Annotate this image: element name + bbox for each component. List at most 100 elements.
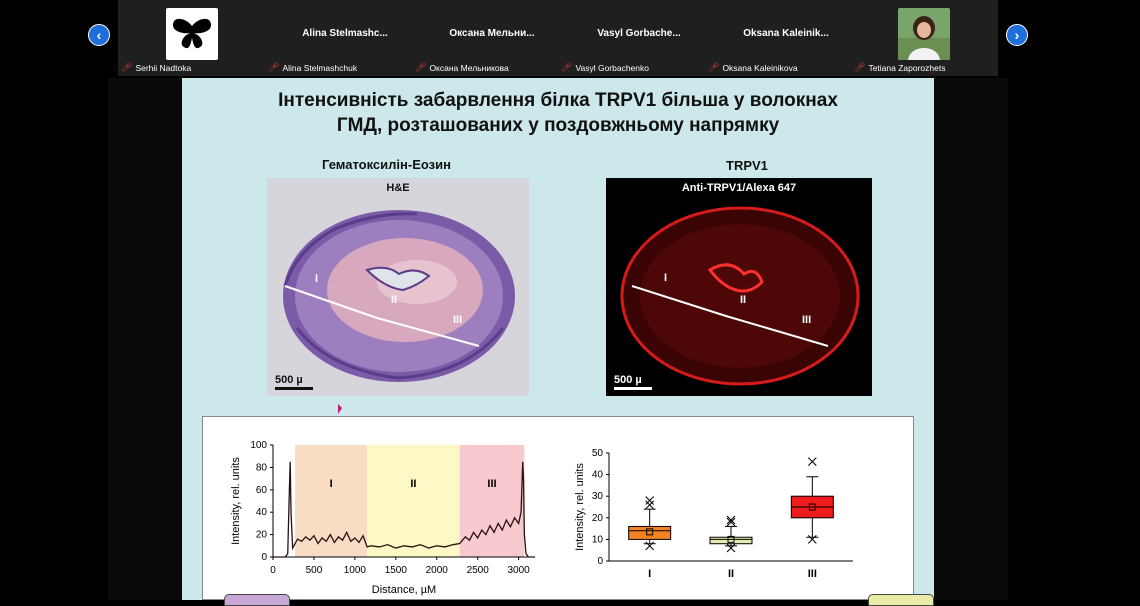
outlier-marker — [645, 500, 655, 510]
y-axis-label: Intensity, rel. units — [230, 457, 242, 545]
trpv1-image-label: Anti-TRPV1/Alexa 647 — [681, 182, 797, 194]
participant-caption: 🎤︎ Alina Stelmashchuk — [268, 62, 357, 73]
butterfly-icon — [172, 18, 212, 49]
mic-muted-icon: 🎤︎ — [268, 62, 280, 72]
mouse-cursor — [338, 404, 342, 414]
trpv1-stain-image: Anti-TRPV1/Alexa 647 I II III 500 µ — [606, 178, 872, 396]
intensity-line — [273, 461, 535, 558]
prev-page-button[interactable]: ‹ — [88, 24, 110, 46]
region-label: I — [315, 273, 319, 285]
person-photo-icon — [898, 8, 950, 60]
outlier-marker — [726, 543, 736, 553]
caption-text: Оксана Мельникова — [429, 62, 509, 73]
outlier-marker — [645, 496, 655, 505]
scale-bar: 500 µ — [275, 374, 313, 390]
scale-line — [614, 387, 652, 390]
region-label: III — [487, 478, 496, 490]
region-label: I — [664, 272, 668, 284]
region-label: III — [802, 314, 812, 326]
participant-name: Alina Stelmashc... — [302, 28, 388, 39]
chevron-right-icon: › — [1014, 27, 1020, 43]
caption-text: Tetiana Zaporozhets — [868, 62, 946, 73]
x-tick-label: 500 — [306, 565, 323, 576]
y-tick-label: 80 — [256, 462, 268, 473]
slide-title-line: Інтенсивність забарвлення білка TRPV1 бі… — [278, 90, 838, 111]
slide-title: Інтенсивність забарвлення білка TRPV1 бі… — [182, 88, 934, 138]
slide-nav-button-right[interactable] — [868, 594, 934, 606]
scale-label: 500 µ — [614, 374, 642, 386]
butterfly-logo[interactable] — [166, 8, 218, 60]
participant-caption: 🎤︎ Vasyl Gorbachenko — [561, 62, 649, 73]
mic-muted-icon: 🎤︎ — [415, 62, 427, 72]
chart-panel: I II III 0 20 40 60 80 100 0 500 1000 1500 2000 2500 30… — [202, 416, 914, 600]
y-tick-label: 50 — [592, 448, 604, 459]
caption-text: Vasyl Gorbachenko — [575, 62, 649, 73]
mic-muted-icon: 🎤︎ — [854, 62, 866, 72]
y-tick-label: 100 — [250, 440, 267, 451]
participant-caption: 🎤︎ Оксана Мельникова — [415, 62, 509, 73]
participant-tile[interactable]: Alina Stelmashc... — [272, 0, 418, 76]
participant-photo[interactable] — [898, 8, 950, 60]
region-label: III — [453, 314, 463, 326]
outlier-marker — [726, 517, 736, 527]
participant-tile[interactable]: Vasyl Gorbache... — [566, 0, 712, 76]
participant-tile[interactable]: Oksana Kaleinik... — [713, 0, 859, 76]
he-heading: Гематоксилін-Еозин — [322, 157, 451, 172]
x-tick-label: 0 — [270, 565, 276, 576]
category-label: III — [808, 568, 817, 580]
caption-text: Serhii Nadtoka — [135, 62, 192, 73]
slide-title-line: ГМД, розташованих у поздовжньому напрямк… — [336, 115, 780, 136]
y-tick-label: 20 — [256, 530, 268, 541]
x-tick-label: 2500 — [467, 565, 490, 576]
caption-text: Oksana Kaleinikova — [722, 62, 798, 73]
caption-text: Alina Stelmashchuk — [282, 62, 358, 73]
participant-name: Vasyl Gorbache... — [597, 28, 681, 39]
y-tick-label: 30 — [592, 491, 604, 502]
participant-caption: 🎤︎ Tetiana Zaporozhets — [854, 62, 945, 73]
region-band — [367, 445, 460, 557]
y-tick-label: 0 — [597, 556, 603, 567]
x-tick-label: 2000 — [426, 565, 449, 576]
mean-marker — [727, 535, 735, 543]
y-tick-label: 60 — [256, 485, 268, 496]
participant-name: Оксана Мельни... — [449, 28, 535, 39]
next-page-button[interactable]: › — [1006, 24, 1028, 46]
y-axis-label: Intensity, rel. units — [574, 463, 586, 551]
region-label: II — [391, 294, 398, 306]
scale-line — [275, 387, 313, 390]
x-tick-label: 1500 — [385, 565, 408, 576]
participant-name: Oksana Kaleinik... — [743, 28, 829, 39]
x-axis-label: Distance, µM — [372, 584, 436, 596]
tissue-section-he — [267, 178, 529, 396]
participant-caption: 🎤︎ Serhii Nadtoka — [121, 62, 191, 73]
outlier-marker — [726, 515, 736, 525]
participant-tile[interactable]: Оксана Мельни... — [419, 0, 565, 76]
mic-muted-icon: 🎤︎ — [708, 62, 720, 72]
outlier-marker — [645, 541, 655, 551]
trpv1-heading: TRPV1 — [726, 158, 768, 173]
region-label: II — [740, 294, 747, 306]
he-stain-image: H&E I II III 500 µ — [267, 178, 529, 396]
participant-caption: 🎤︎ Oksana Kaleinikova — [708, 62, 798, 73]
region-label: II — [410, 478, 416, 490]
outlier-marker — [807, 535, 817, 544]
y-tick-label: 40 — [256, 507, 268, 518]
x-tick-label: 3000 — [508, 565, 531, 576]
x-tick-label: 1000 — [344, 565, 367, 576]
tissue-section-trpv1 — [606, 178, 872, 396]
chevron-left-icon: ‹ — [96, 27, 102, 43]
category-label: I — [648, 568, 651, 580]
category-label: II — [728, 568, 734, 580]
scale-bar: 500 µ — [614, 374, 652, 390]
box — [628, 525, 672, 540]
he-image-label: H&E — [386, 182, 410, 194]
region-label: I — [330, 478, 333, 490]
y-tick-label: 20 — [592, 513, 604, 524]
slide-nav-button-left[interactable] — [224, 594, 290, 606]
outlier-marker — [807, 457, 817, 466]
y-tick-label: 10 — [592, 534, 604, 545]
y-tick-label: 0 — [261, 552, 267, 563]
mic-muted-icon: 🎤︎ — [561, 62, 573, 72]
